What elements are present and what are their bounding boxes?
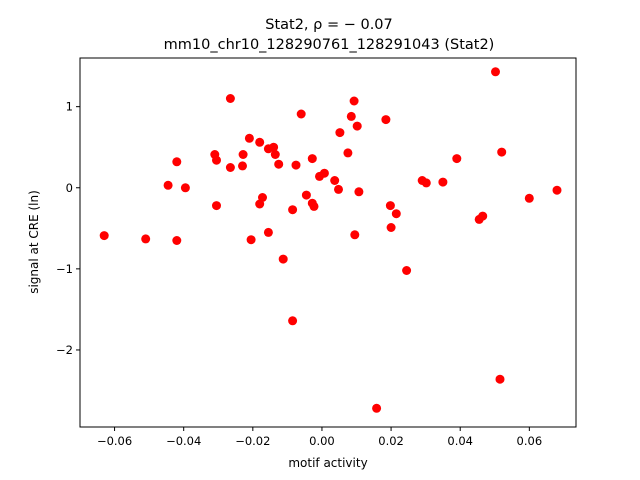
data-point-45 bbox=[385, 201, 395, 211]
y-tick-label: −2 bbox=[56, 343, 73, 357]
data-point-23 bbox=[278, 254, 288, 264]
data-point-57 bbox=[497, 147, 507, 157]
x-tick-label: −0.06 bbox=[97, 434, 132, 448]
data-point-28 bbox=[301, 190, 311, 200]
data-points bbox=[99, 67, 562, 413]
data-point-42 bbox=[354, 187, 364, 197]
data-point-17 bbox=[258, 193, 267, 202]
data-point-44 bbox=[381, 115, 391, 125]
data-point-14 bbox=[246, 235, 256, 245]
data-point-3 bbox=[172, 157, 182, 167]
data-point-43 bbox=[372, 403, 382, 413]
x-tick-label: 0.02 bbox=[378, 434, 404, 448]
data-point-1 bbox=[141, 234, 151, 244]
data-point-9 bbox=[225, 94, 235, 103]
data-point-40 bbox=[350, 230, 360, 240]
x-tick-label: −0.04 bbox=[166, 434, 201, 448]
data-point-0 bbox=[99, 231, 109, 241]
data-point-11 bbox=[238, 161, 247, 171]
y-tick-label: 1 bbox=[66, 100, 73, 114]
data-point-10 bbox=[225, 163, 235, 172]
data-point-46 bbox=[386, 223, 396, 232]
data-point-35 bbox=[334, 184, 343, 194]
data-point-54 bbox=[478, 211, 488, 221]
data-point-18 bbox=[263, 227, 273, 237]
data-point-39 bbox=[349, 96, 359, 106]
data-point-4 bbox=[172, 236, 182, 245]
data-point-41 bbox=[352, 121, 362, 131]
x-axis-label: motif activity bbox=[288, 456, 367, 470]
data-point-29 bbox=[307, 154, 317, 164]
data-point-36 bbox=[335, 128, 345, 138]
y-axis-label: signal at CRE (ln) bbox=[27, 190, 41, 294]
data-point-7 bbox=[212, 155, 221, 165]
x-tick-label: 0.06 bbox=[517, 434, 543, 448]
x-axis-ticks: −0.06 −0.04 −0.02 0.00 0.02 0.04 0.06 bbox=[97, 427, 542, 448]
data-point-58 bbox=[524, 193, 534, 203]
y-tick-label: 0 bbox=[66, 181, 73, 195]
y-axis-ticks: 1 0 −1 −2 bbox=[56, 100, 80, 357]
x-tick-label: −0.02 bbox=[235, 434, 270, 448]
data-point-31 bbox=[309, 201, 319, 211]
data-point-56 bbox=[495, 374, 505, 384]
data-point-52 bbox=[452, 154, 462, 164]
data-point-15 bbox=[255, 137, 265, 147]
data-point-21 bbox=[270, 150, 280, 159]
data-point-48 bbox=[402, 266, 412, 275]
data-point-26 bbox=[291, 160, 301, 170]
data-point-22 bbox=[274, 159, 284, 169]
chart-title-line1: Stat2, ρ = − 0.07 bbox=[265, 17, 393, 33]
plot-area-frame bbox=[79, 57, 577, 428]
data-point-12 bbox=[238, 150, 248, 159]
data-point-50 bbox=[421, 178, 431, 188]
data-point-37 bbox=[343, 148, 353, 158]
data-point-13 bbox=[244, 133, 254, 143]
data-point-25 bbox=[288, 316, 298, 326]
data-point-59 bbox=[552, 185, 562, 195]
data-point-55 bbox=[491, 67, 500, 77]
data-point-47 bbox=[391, 209, 401, 219]
data-point-27 bbox=[296, 109, 306, 119]
x-tick-label: 0.04 bbox=[447, 434, 473, 448]
chart-title-line2: mm10_chr10_128290761_128291043 (Stat2) bbox=[164, 37, 495, 53]
data-point-33 bbox=[319, 168, 329, 178]
data-point-8 bbox=[212, 201, 221, 211]
data-point-51 bbox=[438, 177, 448, 187]
data-point-24 bbox=[288, 205, 298, 215]
x-tick-label: 0.00 bbox=[309, 434, 335, 448]
data-point-38 bbox=[346, 111, 356, 121]
data-point-2 bbox=[163, 180, 173, 190]
y-tick-label: −1 bbox=[56, 262, 73, 276]
data-point-20 bbox=[269, 142, 279, 152]
data-point-34 bbox=[330, 176, 340, 185]
data-point-5 bbox=[180, 183, 190, 193]
